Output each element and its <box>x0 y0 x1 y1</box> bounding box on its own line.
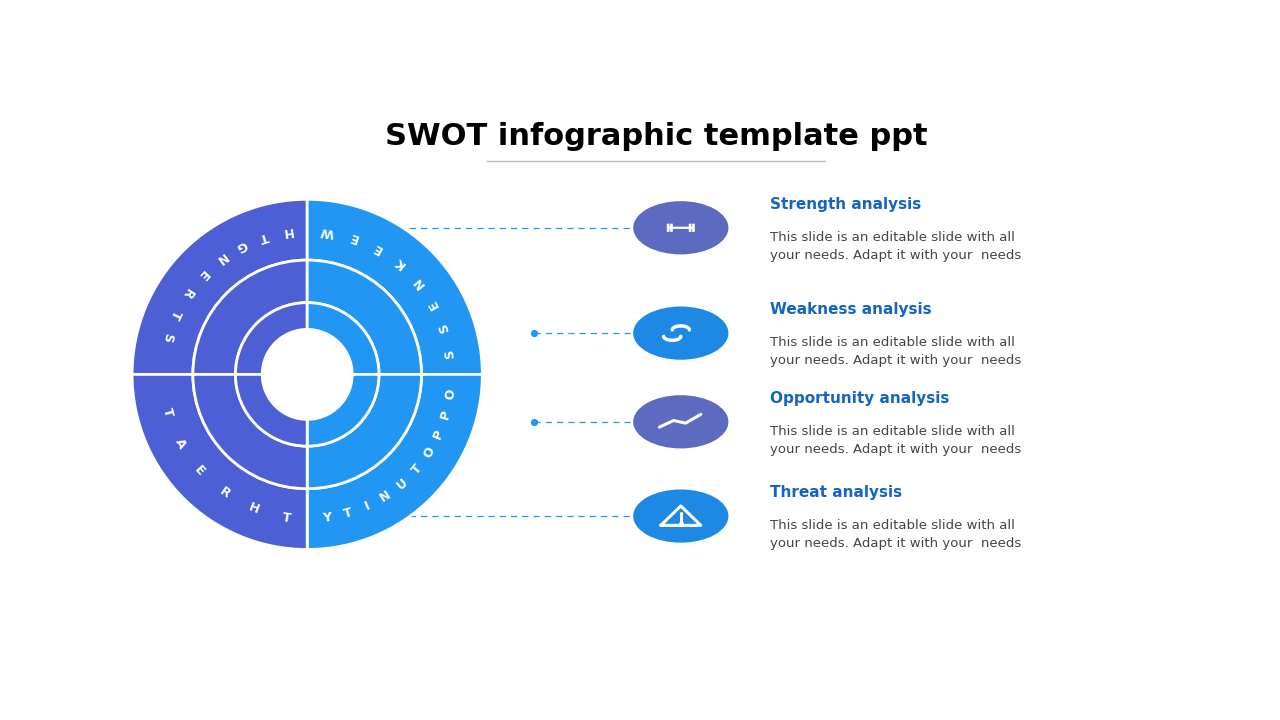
Text: E: E <box>347 230 360 245</box>
Text: G: G <box>234 238 248 253</box>
Wedge shape <box>307 199 483 374</box>
Text: O: O <box>443 388 458 401</box>
Wedge shape <box>193 260 307 374</box>
Text: This slide is an editable slide with all
your needs. Adapt it with your  needs: This slide is an editable slide with all… <box>771 519 1021 550</box>
Point <box>671 416 691 428</box>
FancyBboxPatch shape <box>689 224 691 232</box>
FancyBboxPatch shape <box>671 224 673 232</box>
Text: Y: Y <box>323 510 333 525</box>
Text: P: P <box>439 409 453 421</box>
Wedge shape <box>307 374 483 549</box>
Text: E: E <box>195 267 210 282</box>
Text: This slide is an editable slide with all
your needs. Adapt it with your  needs: This slide is an editable slide with all… <box>771 425 1021 456</box>
Point <box>671 222 691 233</box>
Text: T: T <box>342 506 353 521</box>
Text: O: O <box>421 444 438 461</box>
Text: Threat analysis: Threat analysis <box>771 485 902 500</box>
Wedge shape <box>132 374 307 549</box>
Text: T: T <box>160 406 175 418</box>
Text: S: S <box>160 331 175 343</box>
FancyBboxPatch shape <box>692 224 695 232</box>
Wedge shape <box>307 302 379 374</box>
Text: K: K <box>392 255 407 271</box>
Text: R: R <box>179 286 196 301</box>
Point <box>671 510 691 522</box>
Point <box>388 513 408 524</box>
Text: T: T <box>282 510 292 525</box>
Text: N: N <box>378 488 393 505</box>
Text: Weakness analysis: Weakness analysis <box>771 302 932 318</box>
Text: T: T <box>257 229 270 244</box>
Text: Opportunity analysis: Opportunity analysis <box>771 391 950 406</box>
Wedge shape <box>236 374 307 446</box>
Text: S: S <box>436 322 452 335</box>
Text: I: I <box>362 499 371 513</box>
Text: P: P <box>431 428 447 441</box>
Text: U: U <box>394 476 410 492</box>
Text: SWOT infographic template ppt: SWOT infographic template ppt <box>385 122 927 150</box>
Text: A: A <box>172 436 188 451</box>
Text: E: E <box>426 297 442 311</box>
Wedge shape <box>132 199 307 374</box>
Text: E: E <box>192 464 207 478</box>
Text: H: H <box>282 224 293 238</box>
Text: N: N <box>212 250 229 266</box>
Circle shape <box>634 395 728 449</box>
Wedge shape <box>307 260 421 374</box>
Text: N: N <box>410 274 426 290</box>
Text: T: T <box>408 462 425 477</box>
FancyBboxPatch shape <box>668 227 694 229</box>
FancyBboxPatch shape <box>667 224 669 232</box>
Point <box>671 328 691 339</box>
Circle shape <box>634 307 728 360</box>
Text: W: W <box>320 224 335 238</box>
Text: R: R <box>216 485 232 501</box>
Circle shape <box>634 490 728 543</box>
Text: Strength analysis: Strength analysis <box>771 197 922 212</box>
Point <box>388 225 408 237</box>
Text: S: S <box>443 349 457 359</box>
Text: This slide is an editable slide with all
your needs. Adapt it with your  needs: This slide is an editable slide with all… <box>771 230 1021 262</box>
Text: H: H <box>247 501 261 517</box>
Point <box>524 416 544 428</box>
Wedge shape <box>307 374 379 446</box>
Text: E: E <box>371 240 384 256</box>
Point <box>524 328 544 339</box>
Circle shape <box>634 201 728 254</box>
Text: T: T <box>168 307 183 321</box>
Wedge shape <box>307 374 421 489</box>
Wedge shape <box>236 302 307 374</box>
Wedge shape <box>193 374 307 489</box>
Point <box>671 518 691 530</box>
Circle shape <box>262 330 352 419</box>
Text: This slide is an editable slide with all
your needs. Adapt it with your  needs: This slide is an editable slide with all… <box>771 336 1021 367</box>
